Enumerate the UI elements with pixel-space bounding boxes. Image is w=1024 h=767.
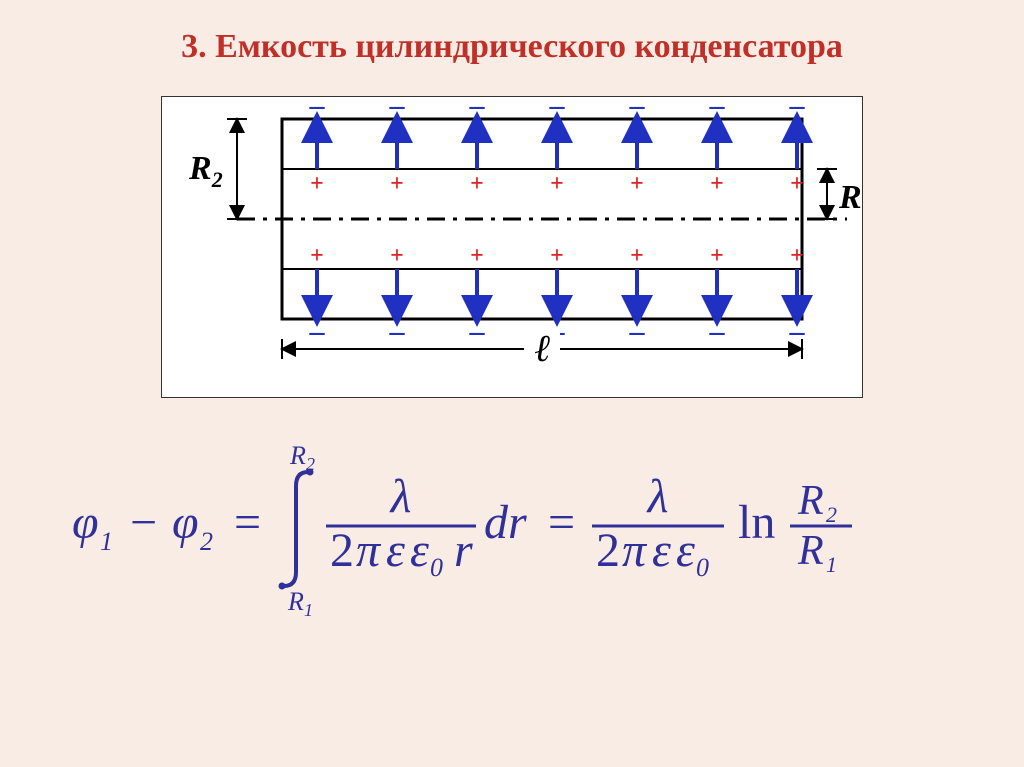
svg-text:+: + — [790, 171, 804, 197]
svg-text:+: + — [630, 243, 644, 269]
svg-text:ε: ε — [386, 524, 405, 577]
capacitor-diagram: –++––++––++––++––++––++––++–R2R1ℓ — [161, 96, 863, 398]
svg-text:R: R — [289, 441, 306, 470]
svg-text:1: 1 — [100, 527, 113, 556]
svg-text:R2: R2 — [188, 150, 223, 192]
svg-text:+: + — [550, 171, 564, 197]
formula-svg: φ1−φ2=R2R1λ2πεε0rdr=λ2πεε0lnR2R1 — [62, 428, 962, 618]
svg-text:–: – — [629, 97, 646, 122]
svg-text:=: = — [548, 496, 575, 549]
svg-text:1: 1 — [826, 552, 837, 577]
svg-text:–: – — [469, 315, 486, 348]
svg-text:–: – — [389, 315, 406, 348]
svg-text:R: R — [797, 528, 824, 574]
svg-text:+: + — [310, 171, 324, 197]
svg-text:–: – — [549, 97, 566, 122]
svg-text:π: π — [622, 524, 648, 577]
svg-text:–: – — [709, 315, 726, 348]
svg-text:+: + — [470, 243, 484, 269]
svg-text:−: − — [130, 496, 157, 549]
svg-text:+: + — [470, 171, 484, 197]
svg-text:λ: λ — [646, 470, 669, 523]
svg-text:ε: ε — [676, 524, 695, 577]
svg-text:ln: ln — [738, 496, 775, 549]
svg-text:φ: φ — [72, 496, 99, 549]
svg-text:0: 0 — [430, 553, 443, 582]
svg-text:+: + — [630, 171, 644, 197]
svg-text:π: π — [356, 524, 382, 577]
svg-text:R1: R1 — [838, 179, 862, 221]
svg-text:+: + — [790, 243, 804, 269]
svg-text:2: 2 — [596, 524, 620, 577]
svg-text:R: R — [797, 478, 824, 524]
svg-text:+: + — [710, 243, 724, 269]
svg-text:2: 2 — [330, 524, 354, 577]
svg-text:1: 1 — [304, 600, 313, 618]
svg-text:+: + — [390, 243, 404, 269]
svg-text:–: – — [469, 97, 486, 122]
svg-text:dr: dr — [484, 496, 527, 549]
svg-text:–: – — [789, 97, 806, 122]
svg-text:–: – — [389, 97, 406, 122]
svg-text:r: r — [454, 524, 473, 577]
svg-text:+: + — [310, 243, 324, 269]
svg-text:ℓ: ℓ — [534, 328, 550, 370]
formula: φ1−φ2=R2R1λ2πεε0rdr=λ2πεε0lnR2R1 — [0, 428, 1024, 623]
svg-text:+: + — [390, 171, 404, 197]
svg-text:R: R — [287, 587, 304, 616]
svg-text:–: – — [309, 97, 326, 122]
svg-text:2: 2 — [826, 502, 837, 527]
svg-text:0: 0 — [696, 553, 709, 582]
diagram-svg: –++––++––++––++––++––++––++–R2R1ℓ — [162, 97, 862, 397]
svg-text:2: 2 — [200, 527, 213, 556]
svg-text:ε: ε — [410, 524, 429, 577]
svg-text:+: + — [710, 171, 724, 197]
svg-text:λ: λ — [389, 470, 412, 523]
svg-text:–: – — [709, 97, 726, 122]
svg-text:φ: φ — [172, 496, 199, 549]
svg-text:2: 2 — [306, 454, 315, 474]
svg-text:=: = — [234, 496, 261, 549]
slide-title: 3. Емкость цилиндрического конденсатора — [0, 0, 1024, 66]
svg-text:–: – — [629, 315, 646, 348]
svg-text:–: – — [309, 315, 326, 348]
svg-text:ε: ε — [652, 524, 671, 577]
svg-text:+: + — [550, 243, 564, 269]
